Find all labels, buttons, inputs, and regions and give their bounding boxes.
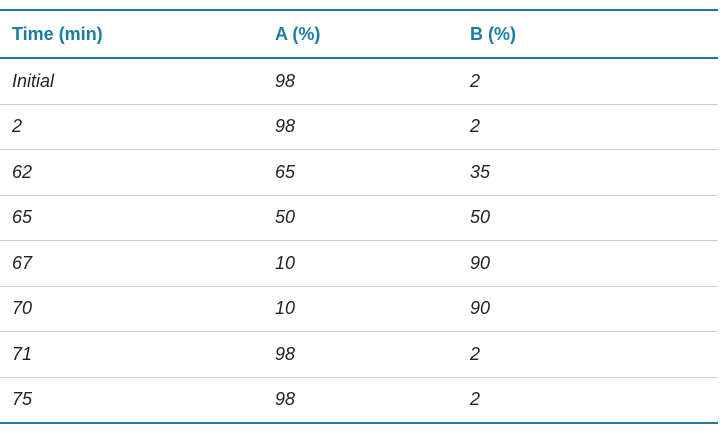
table-row: 2 98 2 — [0, 104, 718, 150]
table-row: 70 10 90 — [0, 286, 718, 332]
table-cell: 50 — [458, 195, 718, 241]
table-cell: 2 — [0, 104, 263, 150]
table-cell: 98 — [263, 58, 458, 105]
table-cell: 71 — [0, 331, 263, 378]
table-cell: 70 — [0, 286, 263, 332]
table-cell: 10 — [263, 240, 458, 287]
table-row: 75 98 2 — [0, 377, 718, 424]
table-cell: 62 — [0, 149, 263, 196]
table-cell: 98 — [263, 377, 458, 424]
table-cell: 98 — [263, 331, 458, 378]
gradient-table: Time (min) A (%) B (%) Initial 98 2 2 98 2 62 65 3… — [0, 9, 718, 424]
table-cell: 35 — [458, 149, 718, 196]
table-cell: 2 — [458, 331, 718, 378]
table-cell: 90 — [458, 286, 718, 332]
header-row: Time (min) A (%) B (%) — [0, 9, 718, 59]
table-cell: Initial — [0, 58, 263, 105]
header-cell: A (%) — [263, 9, 458, 59]
header-cell: B (%) — [458, 9, 718, 59]
table-cell: 67 — [0, 240, 263, 287]
table-body: Initial 98 2 2 98 2 62 65 35 65 50 50 67 10 90 70 10 90 71… — [0, 58, 718, 424]
table-row: 62 65 35 — [0, 149, 718, 196]
table-row: 67 10 90 — [0, 240, 718, 287]
table-cell: 2 — [458, 377, 718, 424]
table-cell: 65 — [0, 195, 263, 241]
table-row: 65 50 50 — [0, 195, 718, 241]
table-cell: 2 — [458, 104, 718, 150]
table-cell: 10 — [263, 286, 458, 332]
table-cell: 98 — [263, 104, 458, 150]
table-cell: 65 — [263, 149, 458, 196]
table-header: Time (min) A (%) B (%) — [0, 9, 718, 59]
table-cell: 50 — [263, 195, 458, 241]
header-cell: Time (min) — [0, 9, 263, 59]
table-cell: 90 — [458, 240, 718, 287]
table-row: Initial 98 2 — [0, 58, 718, 105]
table-cell: 75 — [0, 377, 263, 424]
table-row: 71 98 2 — [0, 331, 718, 378]
table-cell: 2 — [458, 58, 718, 105]
